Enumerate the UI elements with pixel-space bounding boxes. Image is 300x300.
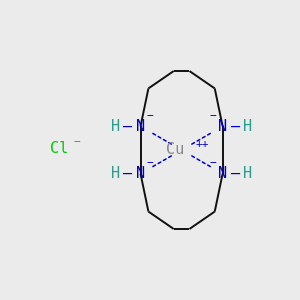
Text: −: − xyxy=(73,137,80,147)
Text: H: H xyxy=(111,166,120,181)
Text: H: H xyxy=(111,119,120,134)
Text: –: – xyxy=(122,166,132,181)
Text: H: H xyxy=(243,166,253,181)
Text: −: − xyxy=(210,158,217,168)
Text: –: – xyxy=(122,119,132,134)
Text: −: − xyxy=(147,111,153,121)
Text: N: N xyxy=(218,166,227,181)
Text: −: − xyxy=(210,111,217,121)
Text: Cl: Cl xyxy=(50,141,68,156)
Text: ++: ++ xyxy=(195,140,209,149)
Text: H: H xyxy=(243,119,253,134)
Text: N: N xyxy=(136,166,145,181)
Text: Cu: Cu xyxy=(166,142,184,158)
Text: N: N xyxy=(136,119,145,134)
Text: –: – xyxy=(232,166,241,181)
Text: N: N xyxy=(218,119,227,134)
Text: –: – xyxy=(232,119,241,134)
Text: −: − xyxy=(147,158,153,168)
